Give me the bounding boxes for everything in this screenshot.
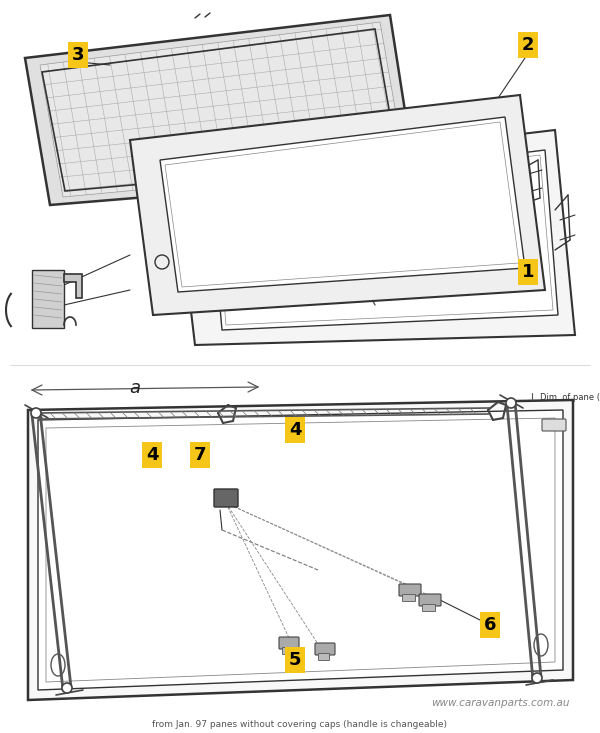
- Polygon shape: [160, 117, 525, 292]
- Circle shape: [31, 408, 41, 418]
- Circle shape: [62, 683, 72, 693]
- Text: 3: 3: [72, 46, 84, 64]
- FancyBboxPatch shape: [403, 594, 415, 602]
- Polygon shape: [32, 270, 64, 328]
- Polygon shape: [40, 22, 405, 197]
- Text: 2: 2: [522, 36, 534, 54]
- Text: 7: 7: [194, 446, 206, 464]
- Polygon shape: [38, 410, 563, 690]
- Polygon shape: [25, 15, 415, 205]
- FancyBboxPatch shape: [279, 637, 299, 649]
- FancyBboxPatch shape: [319, 654, 329, 660]
- FancyBboxPatch shape: [399, 584, 421, 596]
- FancyBboxPatch shape: [542, 419, 566, 431]
- Circle shape: [532, 673, 542, 683]
- Text: 5: 5: [289, 651, 301, 669]
- FancyBboxPatch shape: [419, 594, 441, 606]
- Text: 4: 4: [146, 446, 158, 464]
- Circle shape: [506, 398, 516, 408]
- Polygon shape: [175, 130, 575, 345]
- FancyBboxPatch shape: [283, 647, 293, 655]
- Text: from Jan. 97 panes without covering caps (handle is changeable): from Jan. 97 panes without covering caps…: [152, 720, 448, 729]
- FancyBboxPatch shape: [315, 643, 335, 655]
- Text: a: a: [130, 379, 140, 397]
- FancyBboxPatch shape: [214, 489, 238, 507]
- Polygon shape: [130, 95, 545, 315]
- FancyBboxPatch shape: [422, 605, 436, 611]
- Polygon shape: [28, 400, 573, 700]
- Text: 4: 4: [289, 421, 301, 439]
- Text: Dim. of pane (from 6/98): Dim. of pane (from 6/98): [540, 392, 600, 402]
- Text: 1: 1: [522, 263, 534, 281]
- Text: 6: 6: [484, 616, 496, 634]
- Polygon shape: [64, 274, 82, 298]
- Polygon shape: [210, 150, 558, 330]
- Text: www.caravanparts.com.au: www.caravanparts.com.au: [431, 698, 570, 708]
